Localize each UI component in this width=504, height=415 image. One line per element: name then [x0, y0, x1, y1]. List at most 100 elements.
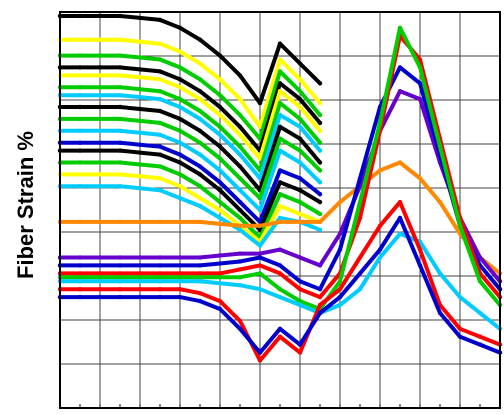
data-point: [177, 85, 183, 90]
data-point: [237, 318, 243, 324]
data-point: [197, 291, 203, 296]
data-point: [117, 263, 123, 268]
data-point: [137, 255, 143, 260]
data-point: [457, 334, 463, 339]
data-point: [217, 298, 223, 304]
data-point: [217, 221, 223, 227]
data-point: [157, 255, 163, 260]
data-point: [177, 219, 183, 225]
data-point: [277, 180, 283, 185]
plot-frame: [59, 11, 501, 409]
data-point: [197, 298, 203, 304]
data-point: [77, 279, 83, 284]
data-point: [177, 287, 183, 292]
data-point: [237, 144, 243, 149]
series-line-1: [58, 14, 322, 106]
data-point: [77, 287, 83, 292]
data-point: [277, 203, 283, 209]
data-point: [77, 104, 83, 110]
data-point: [297, 61, 303, 66]
data-point: [97, 271, 103, 276]
data-point: [377, 247, 383, 252]
data-point: [257, 223, 263, 228]
data-point: [137, 279, 143, 284]
data-point: [77, 263, 83, 268]
data-point: [377, 168, 383, 173]
data-point: [317, 128, 323, 133]
data-point: [277, 219, 283, 225]
data-point: [157, 263, 163, 268]
data-point: [117, 172, 123, 177]
data-point: [77, 294, 83, 300]
data-point: [237, 259, 243, 264]
series-line-5: [58, 73, 322, 161]
data-point: [257, 195, 263, 201]
data-point: [237, 124, 243, 129]
data-point: [197, 195, 203, 201]
data-point: [197, 263, 203, 268]
data-point: [237, 132, 243, 137]
data-point: [137, 130, 143, 135]
data-point: [137, 67, 143, 72]
data-point: [177, 184, 183, 189]
data-point: [137, 174, 143, 179]
data-point: [177, 140, 183, 145]
data-point: [257, 136, 263, 141]
data-point: [77, 184, 83, 189]
data-point: [417, 57, 423, 62]
data-point: [137, 263, 143, 268]
data-point: [97, 73, 103, 78]
data-point: [117, 140, 123, 145]
data-point: [217, 180, 223, 185]
data-point: [177, 49, 183, 54]
data-point: [137, 39, 143, 44]
data-point: [97, 85, 103, 90]
series-line-7: [58, 93, 322, 181]
data-point: [317, 287, 323, 292]
data-point: [197, 172, 203, 177]
data-point: [317, 112, 323, 118]
data-point: [257, 207, 263, 213]
data-point: [257, 176, 263, 181]
data-point: [157, 287, 163, 292]
data-point: [217, 306, 223, 312]
data-point: [337, 279, 343, 284]
data-point: [297, 96, 303, 102]
data-point: [297, 89, 303, 94]
data-point: [297, 302, 303, 308]
data-point: [157, 89, 163, 94]
data-point: [237, 283, 243, 288]
data-point: [237, 227, 243, 232]
data-point: [417, 263, 423, 268]
data-point: [457, 223, 463, 228]
data-point: [337, 302, 343, 308]
data-point: [117, 116, 123, 122]
data-point: [117, 128, 123, 133]
data-point: [97, 128, 103, 133]
data-point: [77, 13, 83, 19]
series-line-11: [58, 140, 322, 224]
data-point: [117, 255, 123, 260]
data-point: [97, 116, 103, 122]
data-point: [97, 287, 103, 292]
data-point: [417, 176, 423, 181]
data-point: [357, 199, 363, 205]
data-point: [117, 93, 123, 98]
data-point: [237, 267, 243, 272]
data-point: [137, 55, 143, 60]
data-point: [377, 255, 383, 260]
data-point: [157, 108, 163, 114]
data-point: [97, 279, 103, 284]
data-point: [297, 199, 303, 205]
series-line-14: [58, 172, 322, 244]
data-point: [197, 108, 203, 114]
series-line-6: [58, 85, 322, 173]
data-point: [237, 188, 243, 193]
data-point: [317, 120, 323, 126]
data-point: [177, 279, 183, 284]
data-point: [177, 255, 183, 260]
data-point: [197, 203, 203, 209]
data-point: [277, 326, 283, 331]
data-point: [217, 77, 223, 82]
data-point: [197, 275, 203, 280]
